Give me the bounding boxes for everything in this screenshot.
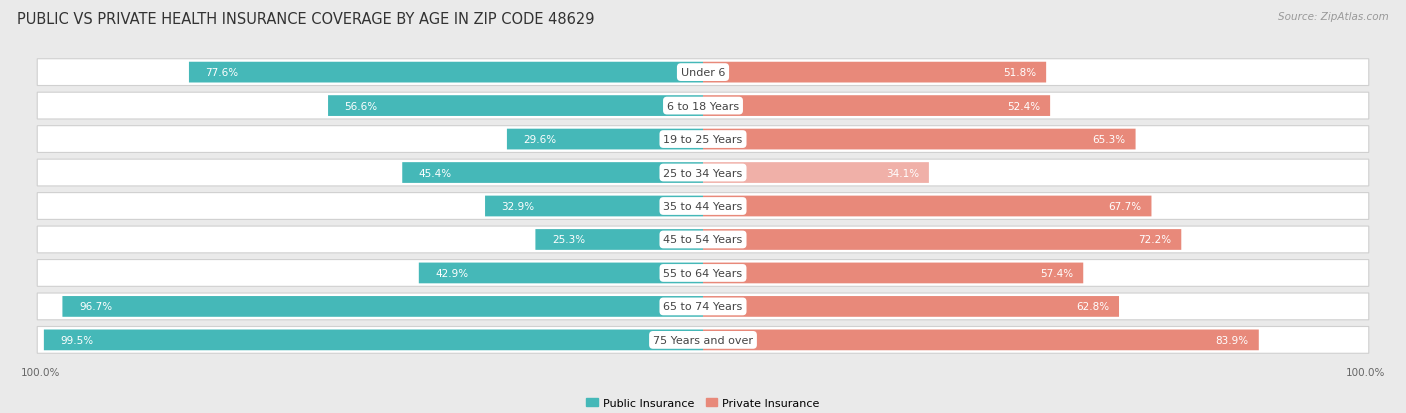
Text: 52.4%: 52.4% xyxy=(1007,101,1040,112)
Text: 83.9%: 83.9% xyxy=(1216,335,1249,345)
Text: 51.8%: 51.8% xyxy=(1002,68,1036,78)
Text: 35 to 44 Years: 35 to 44 Years xyxy=(664,202,742,211)
FancyBboxPatch shape xyxy=(703,330,1258,350)
FancyBboxPatch shape xyxy=(703,63,1046,83)
FancyBboxPatch shape xyxy=(402,163,703,183)
FancyBboxPatch shape xyxy=(703,196,1152,217)
Legend: Public Insurance, Private Insurance: Public Insurance, Private Insurance xyxy=(586,398,820,408)
FancyBboxPatch shape xyxy=(703,263,1083,284)
Text: 45 to 54 Years: 45 to 54 Years xyxy=(664,235,742,245)
FancyBboxPatch shape xyxy=(37,59,1369,86)
FancyBboxPatch shape xyxy=(37,260,1369,287)
Text: 55 to 64 Years: 55 to 64 Years xyxy=(664,268,742,278)
FancyBboxPatch shape xyxy=(485,196,703,217)
Text: 96.7%: 96.7% xyxy=(79,301,112,312)
Text: 77.6%: 77.6% xyxy=(205,68,239,78)
FancyBboxPatch shape xyxy=(508,129,703,150)
FancyBboxPatch shape xyxy=(188,63,703,83)
Text: 56.6%: 56.6% xyxy=(344,101,378,112)
FancyBboxPatch shape xyxy=(37,193,1369,220)
Text: 32.9%: 32.9% xyxy=(502,202,534,211)
Text: 42.9%: 42.9% xyxy=(436,268,468,278)
FancyBboxPatch shape xyxy=(37,160,1369,186)
Text: 99.5%: 99.5% xyxy=(60,335,94,345)
Text: 65.3%: 65.3% xyxy=(1092,135,1126,145)
Text: 6 to 18 Years: 6 to 18 Years xyxy=(666,101,740,112)
Text: 29.6%: 29.6% xyxy=(523,135,557,145)
Text: 75 Years and over: 75 Years and over xyxy=(652,335,754,345)
FancyBboxPatch shape xyxy=(328,96,703,117)
FancyBboxPatch shape xyxy=(536,230,703,250)
Text: 19 to 25 Years: 19 to 25 Years xyxy=(664,135,742,145)
Text: 25 to 34 Years: 25 to 34 Years xyxy=(664,168,742,178)
FancyBboxPatch shape xyxy=(703,129,1136,150)
FancyBboxPatch shape xyxy=(44,330,703,350)
Text: 65 to 74 Years: 65 to 74 Years xyxy=(664,301,742,312)
FancyBboxPatch shape xyxy=(37,126,1369,153)
Text: Under 6: Under 6 xyxy=(681,68,725,78)
FancyBboxPatch shape xyxy=(37,327,1369,354)
Text: 45.4%: 45.4% xyxy=(419,168,451,178)
Text: PUBLIC VS PRIVATE HEALTH INSURANCE COVERAGE BY AGE IN ZIP CODE 48629: PUBLIC VS PRIVATE HEALTH INSURANCE COVER… xyxy=(17,12,595,27)
FancyBboxPatch shape xyxy=(703,296,1119,317)
Text: 67.7%: 67.7% xyxy=(1108,202,1142,211)
FancyBboxPatch shape xyxy=(37,227,1369,253)
Text: Source: ZipAtlas.com: Source: ZipAtlas.com xyxy=(1278,12,1389,22)
FancyBboxPatch shape xyxy=(703,230,1181,250)
Text: 25.3%: 25.3% xyxy=(553,235,585,245)
FancyBboxPatch shape xyxy=(62,296,703,317)
FancyBboxPatch shape xyxy=(37,93,1369,120)
Text: 34.1%: 34.1% xyxy=(886,168,920,178)
Text: 72.2%: 72.2% xyxy=(1139,235,1171,245)
FancyBboxPatch shape xyxy=(37,293,1369,320)
FancyBboxPatch shape xyxy=(703,163,929,183)
FancyBboxPatch shape xyxy=(703,96,1050,117)
Text: 57.4%: 57.4% xyxy=(1040,268,1073,278)
Text: 62.8%: 62.8% xyxy=(1076,301,1109,312)
FancyBboxPatch shape xyxy=(419,263,703,284)
